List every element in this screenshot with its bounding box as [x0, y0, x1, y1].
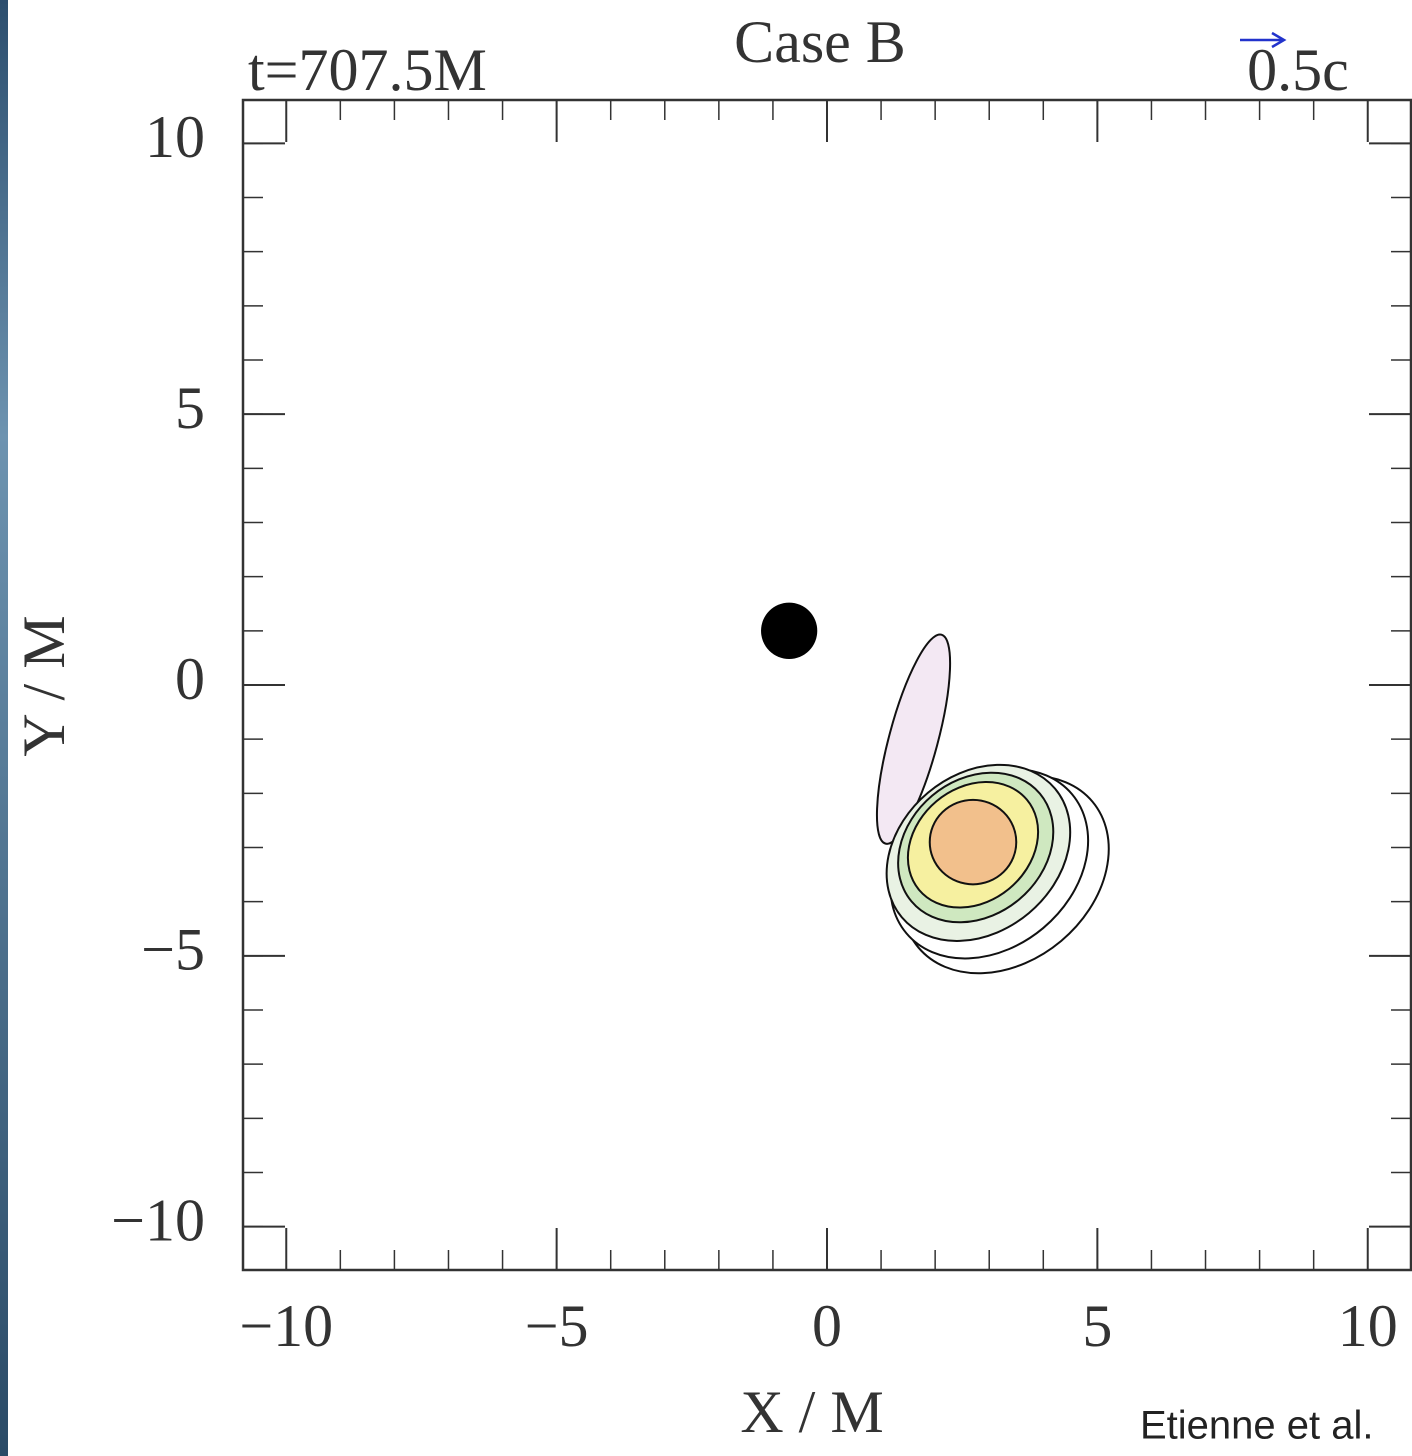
vector-scale-label: 0.5c [1247, 37, 1349, 103]
black-hole [761, 602, 818, 659]
frame [241, 98, 1412, 1272]
contour [875, 633, 952, 845]
contour [928, 798, 1018, 886]
x-tick-label: 10 [1338, 1293, 1398, 1359]
x-tick-label: 5 [1082, 1293, 1112, 1359]
plot-area [241, 98, 1412, 1272]
slide-edge [0, 0, 8, 1456]
x-tick-label: 0 [812, 1293, 842, 1359]
reference-arrow-head [1271, 31, 1287, 49]
y-tick-label: 5 [175, 375, 205, 441]
y-tick-label: −10 [111, 1187, 205, 1253]
time-annotation: t=707.5M [248, 37, 487, 103]
x-tick-label: −5 [525, 1293, 589, 1359]
credit: Etienne et al. [1140, 1404, 1374, 1448]
y-tick-label: −5 [141, 917, 205, 983]
x-axis-label: X / M [740, 1379, 883, 1445]
y-axis-label: Y / M [11, 615, 77, 756]
x-tick-label: −10 [239, 1293, 333, 1359]
y-tick-label: 0 [175, 646, 205, 712]
y-tick-label: 10 [145, 104, 205, 170]
chart-title: Case B [734, 9, 906, 75]
